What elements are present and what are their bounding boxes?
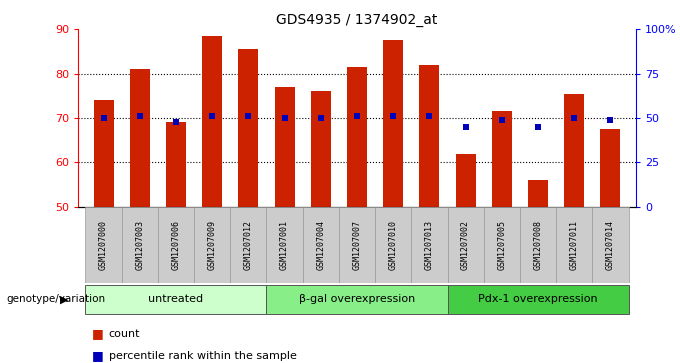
Bar bbox=[420, 65, 439, 207]
Text: GSM1207012: GSM1207012 bbox=[244, 220, 253, 270]
Point bbox=[388, 113, 398, 119]
Point bbox=[135, 113, 146, 119]
Text: Pdx-1 overexpression: Pdx-1 overexpression bbox=[478, 294, 598, 304]
Text: GSM1207002: GSM1207002 bbox=[461, 220, 470, 270]
Text: GSM1207008: GSM1207008 bbox=[534, 220, 543, 270]
Text: genotype/variation: genotype/variation bbox=[7, 294, 106, 305]
Text: GSM1207003: GSM1207003 bbox=[135, 220, 144, 270]
FancyBboxPatch shape bbox=[231, 207, 267, 283]
Bar bbox=[239, 49, 258, 207]
Text: GSM1207011: GSM1207011 bbox=[570, 220, 579, 270]
Bar bbox=[202, 36, 222, 207]
FancyBboxPatch shape bbox=[447, 285, 628, 314]
Bar bbox=[600, 129, 620, 207]
Text: count: count bbox=[109, 329, 140, 339]
Point bbox=[279, 115, 290, 121]
Point bbox=[316, 115, 326, 121]
FancyBboxPatch shape bbox=[592, 207, 628, 283]
Text: GSM1207010: GSM1207010 bbox=[389, 220, 398, 270]
Bar bbox=[166, 122, 186, 207]
Point bbox=[424, 113, 435, 119]
Text: β-gal overexpression: β-gal overexpression bbox=[299, 294, 415, 304]
FancyBboxPatch shape bbox=[267, 207, 303, 283]
Text: GSM1207014: GSM1207014 bbox=[606, 220, 615, 270]
Text: ▶: ▶ bbox=[60, 294, 68, 305]
Title: GDS4935 / 1374902_at: GDS4935 / 1374902_at bbox=[276, 13, 438, 26]
FancyBboxPatch shape bbox=[520, 207, 556, 283]
Text: GSM1207006: GSM1207006 bbox=[171, 220, 180, 270]
Point bbox=[171, 119, 182, 125]
Text: GSM1207013: GSM1207013 bbox=[425, 220, 434, 270]
FancyBboxPatch shape bbox=[122, 207, 158, 283]
Text: GSM1207000: GSM1207000 bbox=[99, 220, 108, 270]
Text: GSM1207004: GSM1207004 bbox=[316, 220, 325, 270]
FancyBboxPatch shape bbox=[158, 207, 194, 283]
Point bbox=[243, 113, 254, 119]
Point bbox=[352, 113, 362, 119]
Bar bbox=[311, 91, 330, 207]
Bar bbox=[564, 94, 584, 207]
Text: GSM1207007: GSM1207007 bbox=[352, 220, 362, 270]
FancyBboxPatch shape bbox=[194, 207, 231, 283]
FancyBboxPatch shape bbox=[267, 285, 447, 314]
FancyBboxPatch shape bbox=[86, 285, 267, 314]
Text: percentile rank within the sample: percentile rank within the sample bbox=[109, 351, 296, 361]
Bar bbox=[492, 111, 512, 207]
Point bbox=[460, 124, 471, 130]
Point bbox=[207, 113, 218, 119]
Bar bbox=[347, 67, 367, 207]
Text: untreated: untreated bbox=[148, 294, 203, 304]
Point bbox=[568, 115, 579, 121]
Bar bbox=[94, 100, 114, 207]
Text: ■: ■ bbox=[92, 327, 103, 340]
Bar bbox=[456, 154, 475, 207]
FancyBboxPatch shape bbox=[339, 207, 375, 283]
Bar bbox=[528, 180, 548, 207]
FancyBboxPatch shape bbox=[483, 207, 520, 283]
FancyBboxPatch shape bbox=[556, 207, 592, 283]
Bar bbox=[275, 87, 294, 207]
Text: ■: ■ bbox=[92, 349, 103, 362]
Text: GSM1207001: GSM1207001 bbox=[280, 220, 289, 270]
Text: GSM1207009: GSM1207009 bbox=[207, 220, 217, 270]
FancyBboxPatch shape bbox=[375, 207, 411, 283]
Point bbox=[605, 117, 616, 123]
Point bbox=[532, 124, 543, 130]
Point bbox=[98, 115, 109, 121]
Text: GSM1207005: GSM1207005 bbox=[497, 220, 507, 270]
FancyBboxPatch shape bbox=[411, 207, 447, 283]
FancyBboxPatch shape bbox=[303, 207, 339, 283]
Point bbox=[496, 117, 507, 123]
FancyBboxPatch shape bbox=[447, 207, 483, 283]
Bar bbox=[130, 69, 150, 207]
FancyBboxPatch shape bbox=[86, 207, 122, 283]
Bar bbox=[384, 40, 403, 207]
